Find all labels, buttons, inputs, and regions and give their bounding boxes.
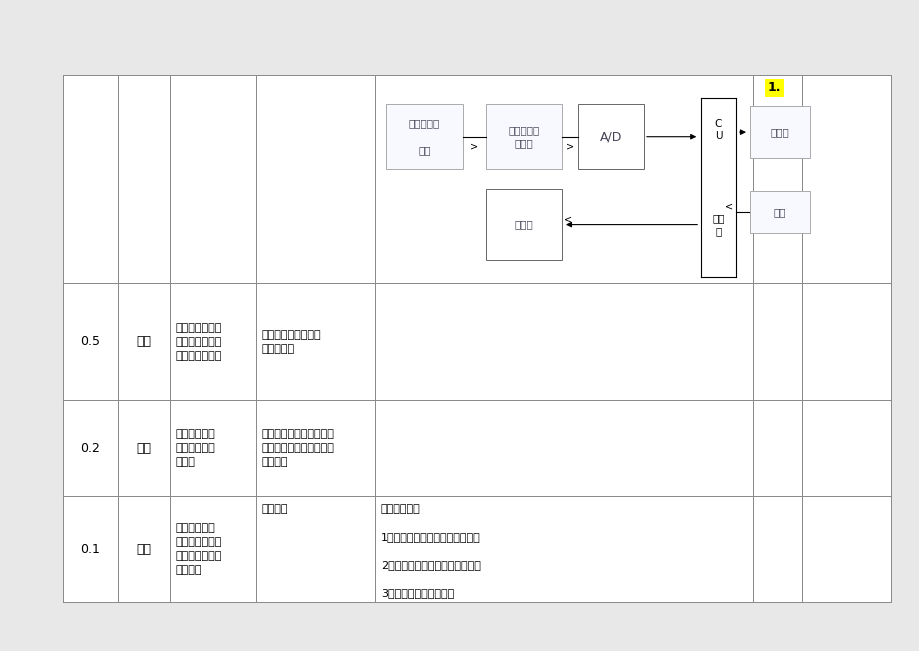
Text: 信号转换放
大电路: 信号转换放 大电路 [508, 125, 539, 148]
Text: <: < [724, 202, 732, 212]
Bar [386, 104, 462, 169]
Text: <: < [564, 214, 572, 225]
Text: 仔细听取老师
对本组的评价
并记录: 仔细听取老师 对本组的评价 并记录 [176, 429, 215, 467]
Text: 检查: 检查 [136, 335, 152, 348]
Text: 总结: 总结 [136, 543, 152, 555]
Bar [577, 104, 643, 169]
Text: 评价: 评价 [136, 442, 152, 454]
Text: 老师对测试的内容和
方法要讲授: 老师对测试的内容和 方法要讲授 [261, 330, 321, 353]
Bar [485, 189, 562, 260]
Text: A/D: A/D [599, 130, 621, 143]
Text: 0.1: 0.1 [80, 543, 100, 555]
Text: 单片
机: 单片 机 [711, 214, 724, 236]
Bar [749, 191, 809, 233]
Text: 0.5: 0.5 [80, 335, 100, 348]
Text: C
U: C U [714, 119, 721, 141]
Bar [749, 106, 809, 158]
Text: 老师依据每组的测试记录
单对每个组进行评价，进
行评分。: 老师依据每组的测试记录 单对每个组进行评价，进 行评分。 [261, 429, 334, 467]
Text: 蜂鸣器: 蜂鸣器 [514, 219, 533, 230]
Text: 老师讲授: 老师讲授 [261, 504, 288, 514]
Text: >: > [470, 141, 478, 152]
Text: 0.2: 0.2 [80, 442, 100, 454]
Text: 对本节的学习
状况进行自评和
互评，并描述本
学习任务: 对本节的学习 状况进行自评和 互评，并描述本 学习任务 [176, 523, 221, 575]
Text: 1.: 1. [767, 81, 780, 94]
Text: 显示器: 显示器 [769, 127, 789, 137]
Text: >: > [565, 141, 573, 152]
Bar [62, 75, 890, 602]
Text: 键盘: 键盘 [773, 207, 785, 217]
Text: 重要学问点：

1、可燃气体报警器的设计过程？

2、电路的设计方法、工作原理？

3、如何保证连线正确？: 重要学问点： 1、可燃气体报警器的设计过程？ 2、电路的设计方法、工作原理？ 3… [380, 504, 481, 598]
Text: 各个小组之间进
行检查，并且填
写测试记录单。: 各个小组之间进 行检查，并且填 写测试记录单。 [176, 323, 221, 361]
Bar [485, 104, 562, 169]
Text: 气体检测传

感器: 气体检测传 感器 [409, 118, 439, 155]
